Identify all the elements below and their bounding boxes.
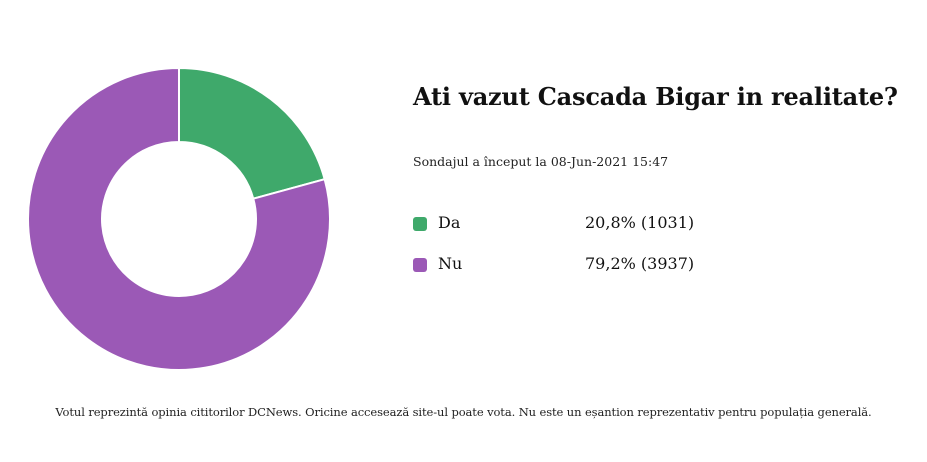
disclaimer-footnote: Votul reprezintă opinia cititorilor DCNe… xyxy=(55,405,872,419)
legend-label-nu: Nu xyxy=(438,254,463,273)
legend-swatch-nu xyxy=(413,258,427,272)
poll-title: Ati vazut Cascada Bigar in realitate? xyxy=(413,82,898,111)
legend-value-nu: 79,2% (3937) xyxy=(585,254,695,273)
legend-item-nu: Nu 79,2% (3937) xyxy=(413,253,743,294)
legend-value-da: 20,8% (1031) xyxy=(585,213,695,232)
poll-start-date: Sondajul a început la 08-Jun-2021 15:47 xyxy=(413,154,669,169)
legend-item-da: Da 20,8% (1031) xyxy=(413,212,743,253)
legend-swatch-da xyxy=(413,217,427,231)
donut-chart xyxy=(27,66,331,371)
donut-slice-nu xyxy=(27,66,331,371)
legend: Da 20,8% (1031) Nu 79,2% (3937) xyxy=(413,212,743,294)
donut-slice-da xyxy=(178,66,326,200)
legend-label-da: Da xyxy=(438,213,461,232)
